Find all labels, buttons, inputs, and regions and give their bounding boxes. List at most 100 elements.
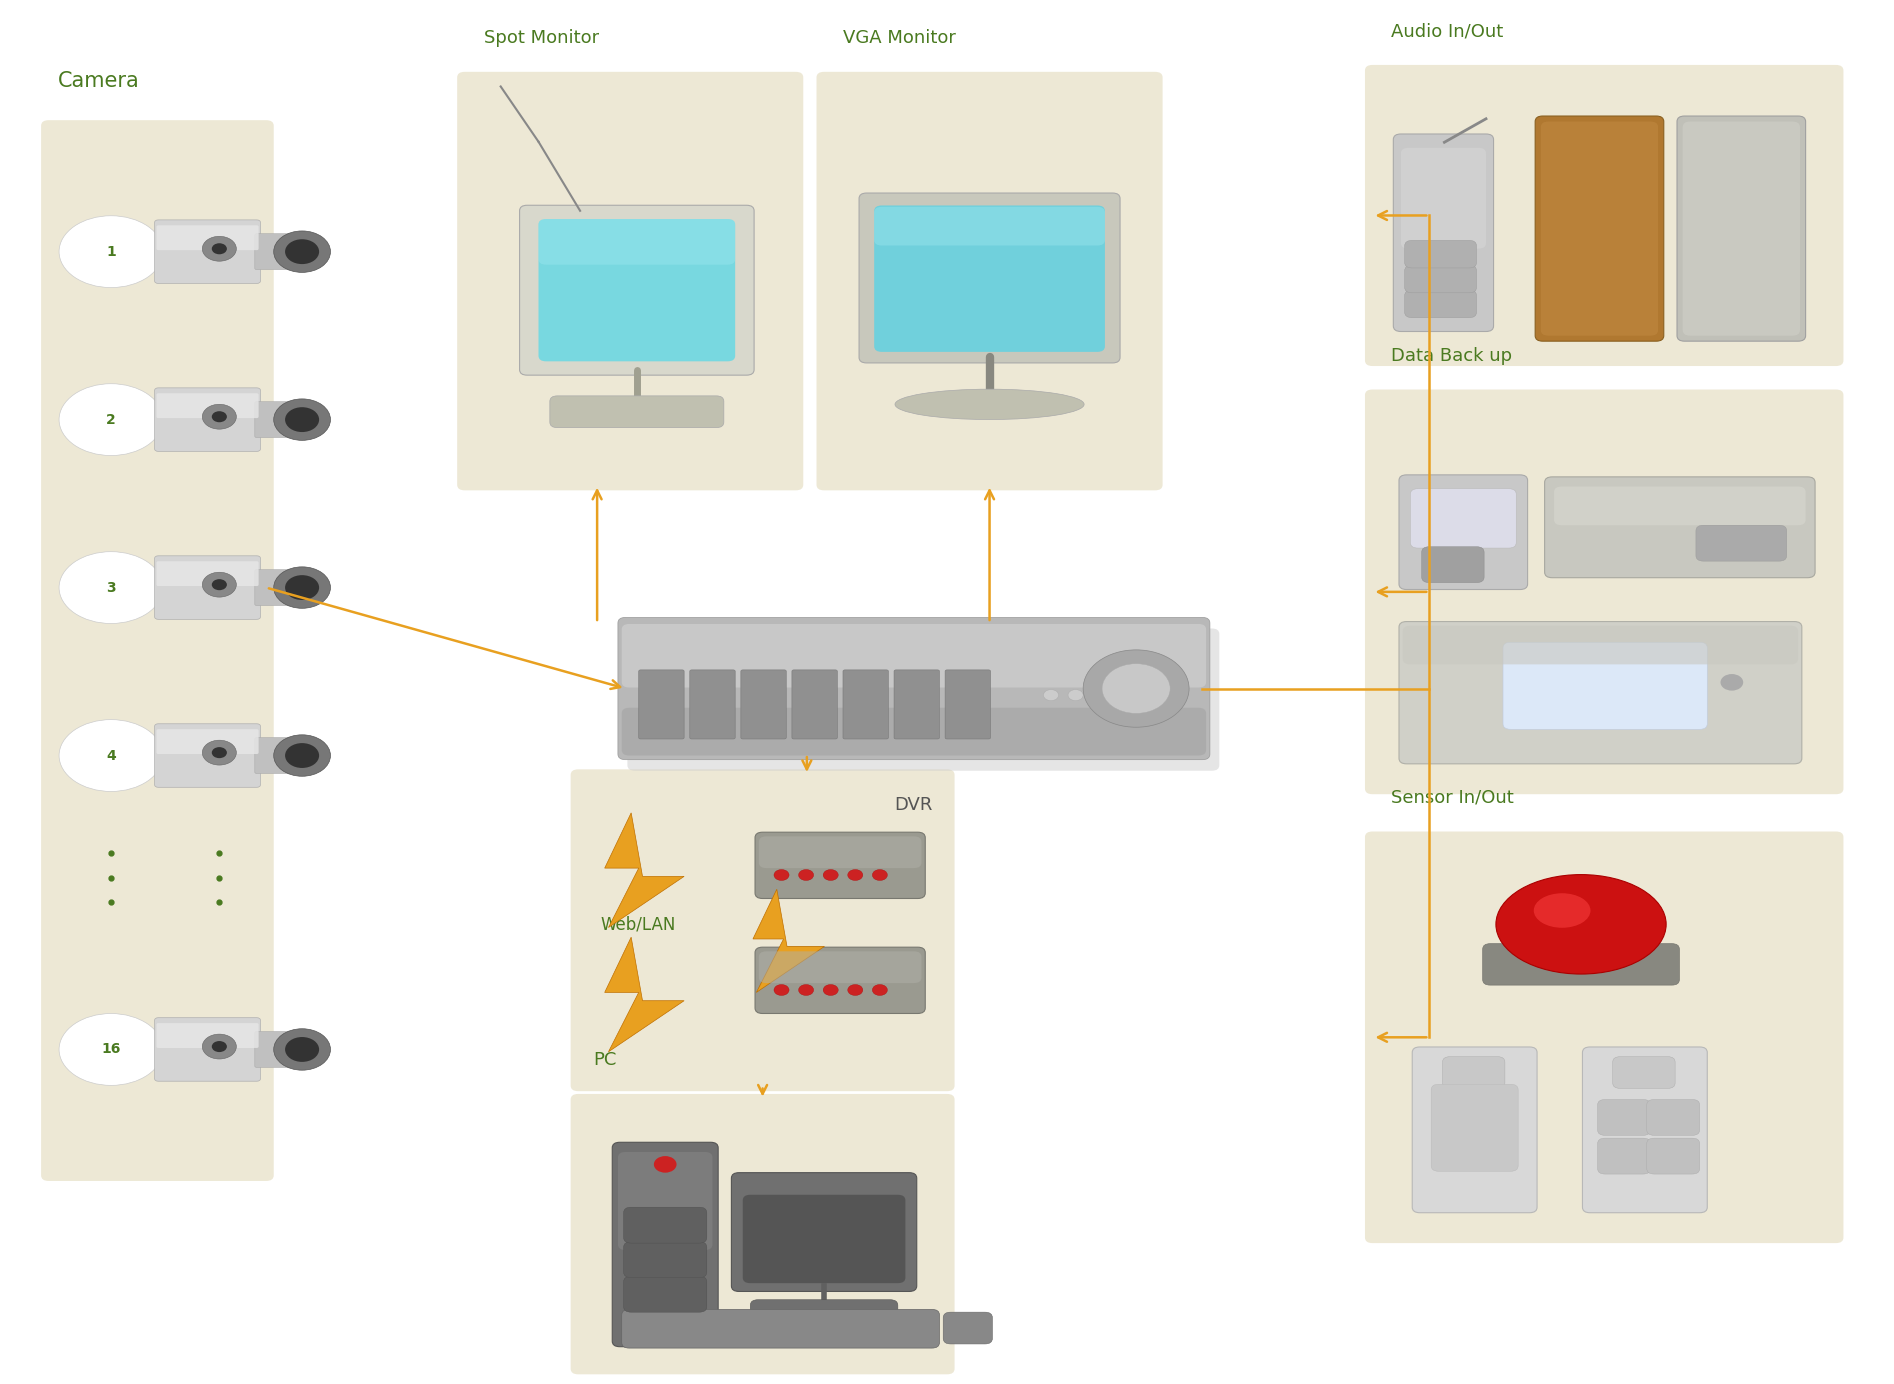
Text: VGA Monitor: VGA Monitor [843,29,956,47]
FancyBboxPatch shape [570,1093,955,1374]
FancyBboxPatch shape [623,1276,706,1312]
Text: Sensor In/Out: Sensor In/Out [1392,789,1513,807]
Circle shape [1720,674,1742,691]
Text: Spot Monitor: Spot Monitor [483,29,599,47]
FancyBboxPatch shape [1366,832,1843,1243]
Circle shape [212,579,227,590]
Circle shape [1083,650,1189,727]
FancyBboxPatch shape [1411,489,1517,548]
FancyBboxPatch shape [943,1312,992,1344]
FancyBboxPatch shape [621,707,1206,756]
FancyBboxPatch shape [1536,116,1663,342]
Circle shape [286,407,318,432]
Polygon shape [754,890,824,992]
Circle shape [1044,689,1059,700]
Ellipse shape [59,383,163,455]
FancyBboxPatch shape [1413,1046,1538,1212]
FancyBboxPatch shape [538,219,735,264]
FancyBboxPatch shape [538,219,735,361]
FancyBboxPatch shape [1366,389,1843,794]
Circle shape [775,869,790,880]
FancyBboxPatch shape [1400,475,1528,590]
FancyBboxPatch shape [1405,241,1477,268]
FancyBboxPatch shape [756,832,926,898]
FancyBboxPatch shape [756,947,926,1013]
FancyBboxPatch shape [759,836,922,868]
FancyBboxPatch shape [623,1241,706,1277]
FancyBboxPatch shape [157,729,259,754]
Ellipse shape [59,552,163,623]
Circle shape [286,1037,318,1062]
FancyBboxPatch shape [894,670,939,739]
FancyBboxPatch shape [155,388,261,451]
Ellipse shape [59,720,163,792]
Text: DVR: DVR [894,796,934,814]
FancyBboxPatch shape [1366,65,1843,365]
Ellipse shape [1496,875,1667,974]
Circle shape [873,869,888,880]
Circle shape [286,239,318,264]
FancyBboxPatch shape [155,724,261,787]
FancyBboxPatch shape [621,624,1206,688]
Text: 4: 4 [106,749,116,763]
FancyBboxPatch shape [759,951,922,983]
Ellipse shape [1534,893,1591,927]
Circle shape [212,747,227,758]
Text: Audio In/Out: Audio In/Out [1392,22,1504,40]
Circle shape [212,244,227,255]
FancyBboxPatch shape [1405,266,1477,293]
Circle shape [203,572,237,597]
FancyBboxPatch shape [1695,525,1786,561]
FancyBboxPatch shape [549,396,724,428]
FancyBboxPatch shape [155,556,261,620]
Circle shape [1142,689,1157,700]
FancyBboxPatch shape [1542,122,1657,336]
FancyBboxPatch shape [843,670,888,739]
FancyBboxPatch shape [1400,621,1801,764]
FancyBboxPatch shape [792,670,837,739]
FancyBboxPatch shape [627,628,1220,771]
FancyBboxPatch shape [1432,1084,1519,1171]
Text: 3: 3 [106,580,116,595]
FancyBboxPatch shape [1555,487,1805,525]
Circle shape [799,984,814,995]
Ellipse shape [59,216,163,288]
Circle shape [203,404,237,429]
Circle shape [275,231,330,273]
Text: Camera: Camera [59,71,140,91]
FancyBboxPatch shape [157,393,259,418]
FancyBboxPatch shape [1682,122,1799,336]
FancyBboxPatch shape [1676,116,1805,342]
Circle shape [203,740,237,765]
FancyBboxPatch shape [623,1207,706,1243]
Circle shape [275,399,330,440]
Circle shape [1102,664,1170,713]
Text: Web/LAN: Web/LAN [600,915,676,933]
FancyBboxPatch shape [638,670,684,739]
FancyBboxPatch shape [612,1142,718,1347]
Text: 2: 2 [106,412,116,426]
FancyBboxPatch shape [1546,477,1814,577]
FancyBboxPatch shape [1646,1099,1699,1135]
Circle shape [1068,689,1083,700]
FancyBboxPatch shape [456,72,803,490]
FancyBboxPatch shape [742,1194,905,1283]
Circle shape [1093,689,1108,700]
FancyBboxPatch shape [157,562,259,585]
FancyBboxPatch shape [875,206,1104,245]
FancyBboxPatch shape [1597,1138,1650,1174]
Circle shape [799,869,814,880]
FancyBboxPatch shape [1504,642,1706,729]
FancyBboxPatch shape [617,1151,712,1250]
FancyBboxPatch shape [256,234,294,270]
FancyBboxPatch shape [617,617,1210,760]
FancyBboxPatch shape [155,1017,261,1081]
FancyBboxPatch shape [621,1309,939,1348]
FancyBboxPatch shape [256,570,294,606]
Text: PC: PC [593,1050,617,1068]
Circle shape [653,1156,676,1172]
Ellipse shape [59,1013,163,1085]
Circle shape [275,735,330,776]
Circle shape [873,984,888,995]
FancyBboxPatch shape [1402,148,1487,249]
